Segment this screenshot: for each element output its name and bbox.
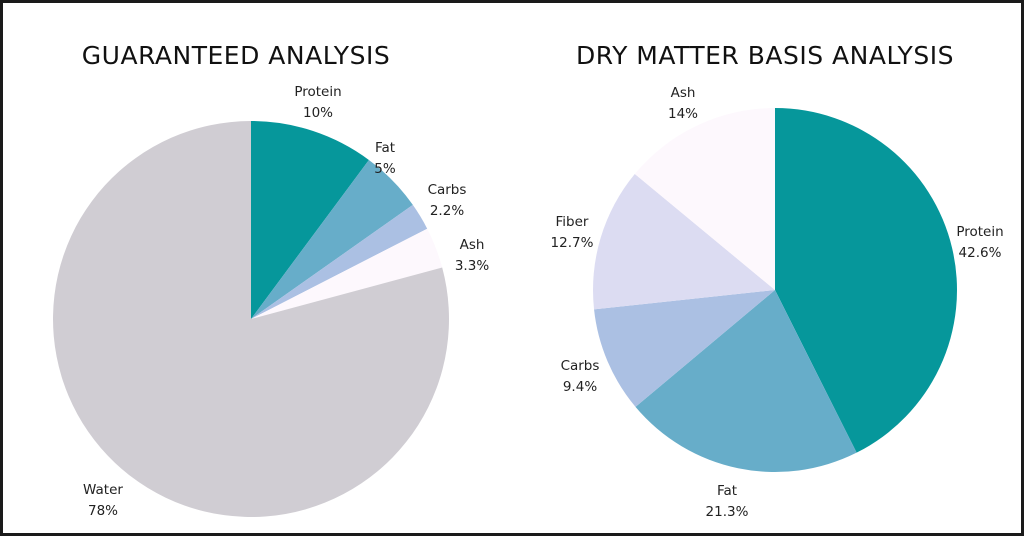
slice-name-label-ash: Ash bbox=[460, 237, 485, 253]
pie-slice-carbs bbox=[251, 204, 428, 319]
slice-name-label-fat: Fat bbox=[717, 483, 737, 499]
pie-dry-matter-analysis: Protein 42.6% Fat 21.3% Carbs 9.4% Fiber 12.7% A… bbox=[551, 85, 1004, 520]
slice-value-label-protein: 42.6% bbox=[959, 245, 1002, 261]
slice-name-label-ash: Ash bbox=[671, 85, 696, 101]
pie-slice-carbs bbox=[594, 290, 775, 407]
chart-title-guaranteed: GUARANTEED ANALYSIS bbox=[82, 41, 390, 70]
pie-slice-water bbox=[53, 121, 450, 518]
slice-value-label-fiber: 12.7% bbox=[551, 235, 594, 251]
slice-name-label-protein: Protein bbox=[956, 224, 1003, 240]
pie-slice-ash bbox=[251, 228, 443, 319]
slice-name-label-water: Water bbox=[83, 482, 123, 498]
slice-name-label-fiber: Fiber bbox=[556, 214, 589, 230]
slice-name-label-carbs: Carbs bbox=[561, 358, 600, 374]
slice-value-label-ash: 14% bbox=[668, 106, 698, 122]
pie-slice-fiber bbox=[593, 173, 775, 310]
slice-value-label-carbs: 9.4% bbox=[563, 379, 597, 395]
slice-name-label-fat: Fat bbox=[375, 140, 395, 156]
pie-slice-fat bbox=[251, 159, 413, 319]
slice-name-label-carbs: Carbs bbox=[428, 182, 467, 198]
chart-title-dry-matter: DRY MATTER BASIS ANALYSIS bbox=[576, 41, 954, 70]
slice-name-label-protein: Protein bbox=[294, 84, 341, 100]
pie-slice-fat bbox=[635, 290, 857, 473]
pie-guaranteed-analysis: Protein 10% Fat 5% Carbs 2.2% Ash 3.3% Water 78% bbox=[53, 84, 489, 519]
slice-value-label-fat: 5% bbox=[374, 161, 396, 177]
pie-slice-protein bbox=[251, 121, 369, 319]
pie-slice-protein bbox=[775, 108, 958, 453]
slice-value-label-carbs: 2.2% bbox=[430, 203, 464, 219]
pie-slice-ash bbox=[634, 108, 775, 290]
slice-value-label-fat: 21.3% bbox=[706, 504, 749, 520]
slice-value-label-ash: 3.3% bbox=[455, 258, 489, 274]
slice-value-label-protein: 10% bbox=[303, 105, 333, 121]
slice-value-label-water: 78% bbox=[88, 503, 118, 519]
